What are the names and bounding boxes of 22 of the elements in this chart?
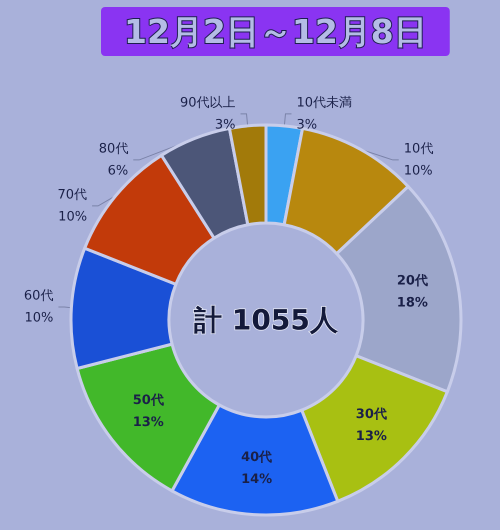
slice-label: 70代 — [58, 187, 88, 202]
slice-label: 50代 — [132, 392, 164, 408]
chart-title: 12月2日～12月8日 — [124, 12, 427, 51]
slice-label: 80代 — [98, 141, 128, 156]
slice-label: 60代 — [24, 288, 54, 304]
text: 計 1055人 — [193, 304, 339, 336]
data-label: 6% — [108, 163, 128, 178]
data-label: 18% — [396, 296, 428, 311]
slice-label: 30代 — [356, 406, 387, 422]
slice-label: 20代 — [396, 274, 428, 289]
data-label: 14% — [241, 472, 272, 488]
data-label: 13% — [132, 414, 164, 430]
data-label: 3% — [214, 117, 236, 132]
data-label: 10% — [404, 163, 433, 178]
slice-label: 10代未満 — [296, 95, 352, 110]
data-label: 10% — [58, 209, 88, 224]
data-label: 3% — [296, 117, 318, 132]
data-label: 10% — [24, 310, 54, 326]
data-label: 13% — [356, 428, 387, 444]
slice-label: 90代以上 — [180, 95, 236, 110]
slice-label: 10代 — [404, 141, 434, 156]
slice-label: 40代 — [241, 450, 272, 466]
